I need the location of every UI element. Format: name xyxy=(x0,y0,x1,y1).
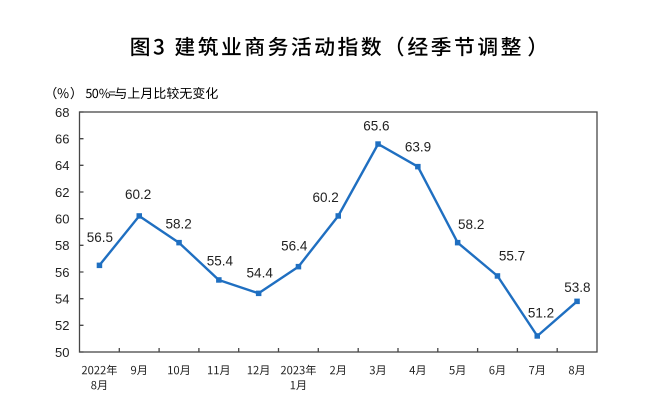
svg-text:64: 64 xyxy=(55,158,69,173)
svg-text:52: 52 xyxy=(55,318,69,333)
svg-text:62: 62 xyxy=(55,185,69,200)
svg-text:63.9: 63.9 xyxy=(405,139,431,154)
svg-text:58.2: 58.2 xyxy=(458,217,484,232)
svg-text:55.7: 55.7 xyxy=(499,248,525,263)
svg-text:56.4: 56.4 xyxy=(281,238,308,253)
svg-text:54: 54 xyxy=(55,292,69,307)
svg-text:53.8: 53.8 xyxy=(564,280,590,295)
svg-text:55.4: 55.4 xyxy=(207,254,234,269)
svg-text:58.2: 58.2 xyxy=(165,217,191,232)
svg-text:60.2: 60.2 xyxy=(125,187,151,202)
svg-text:60: 60 xyxy=(55,212,69,227)
svg-text:58: 58 xyxy=(55,238,69,253)
svg-text:54.4: 54.4 xyxy=(247,265,274,280)
svg-text:56: 56 xyxy=(55,265,69,280)
svg-text:60.2: 60.2 xyxy=(312,190,338,205)
svg-text:50: 50 xyxy=(55,345,69,360)
svg-text:66: 66 xyxy=(55,132,69,147)
svg-text:65.6: 65.6 xyxy=(363,119,389,134)
svg-text:68: 68 xyxy=(55,105,69,120)
svg-text:51.2: 51.2 xyxy=(528,305,554,320)
svg-text:56.5: 56.5 xyxy=(87,230,113,245)
